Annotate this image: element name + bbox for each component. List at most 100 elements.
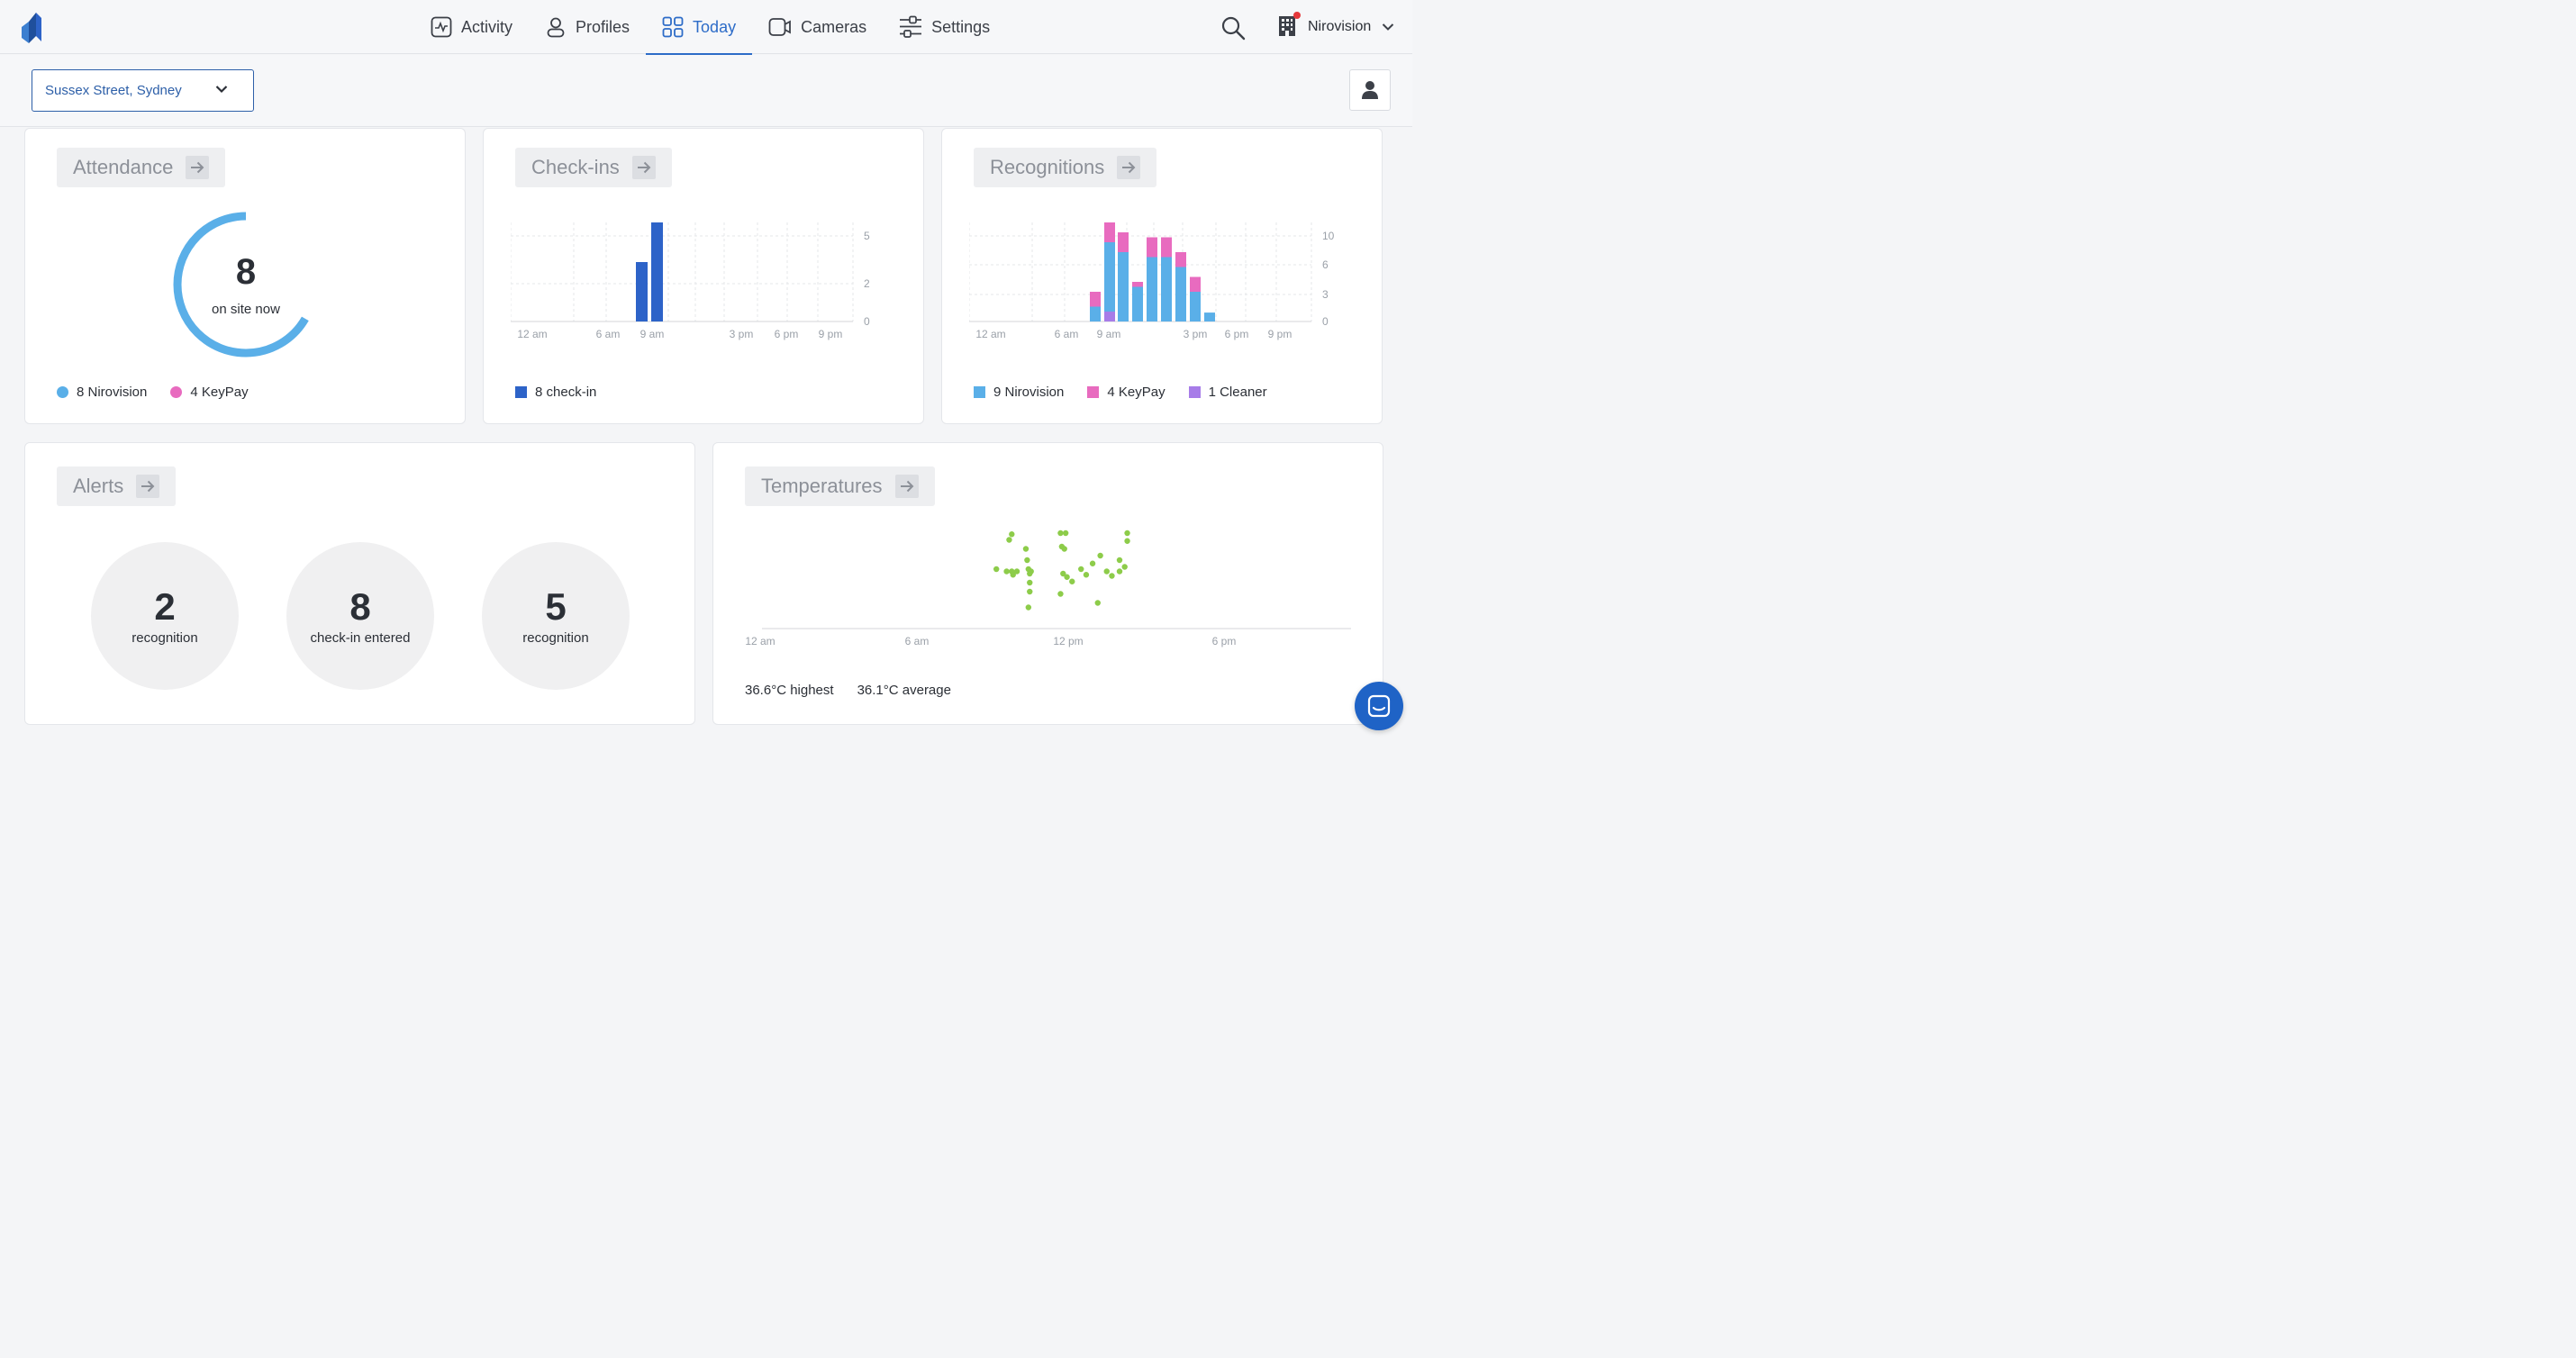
nav-activity-label: Activity <box>461 17 513 36</box>
temperature-average: 36.1°C average <box>857 683 951 698</box>
legend-swatch <box>57 386 68 398</box>
attendance-donut: 8 on site now <box>170 209 322 360</box>
y-tick-label: 0 <box>1322 315 1329 328</box>
temperature-point <box>1025 604 1032 611</box>
temperature-stats: 36.6°C highest 36.1°C average <box>745 683 975 698</box>
x-tick-label: 9 pm <box>1268 328 1293 340</box>
legend-item-checkin: 8 check-in <box>515 385 596 400</box>
search-icon[interactable] <box>1220 14 1247 41</box>
x-tick-label: 6 am <box>905 635 930 647</box>
chevron-down-icon <box>1383 23 1394 31</box>
recognitions-chart: 12 am 6 am 9 am 3 pm 6 pm 9 pm 10 6 3 0 <box>969 222 1335 340</box>
nav-today[interactable]: Today <box>646 0 753 55</box>
bar-nirovision <box>1190 292 1201 321</box>
bar-nirovision <box>1175 267 1186 321</box>
bar-nirovision <box>1161 257 1172 321</box>
alert-label: recognition <box>522 630 589 646</box>
user-profile-button[interactable] <box>1349 69 1391 111</box>
temperature-point <box>1116 568 1123 575</box>
legend-label: 9 Nirovision <box>993 385 1065 400</box>
x-tick-label: 6 pm <box>775 328 799 340</box>
organization-name: Nirovision <box>1308 19 1372 34</box>
x-tick-label: 12 pm <box>1053 635 1083 647</box>
bar-check-in <box>636 262 648 321</box>
bar-keypay <box>1190 276 1201 292</box>
legend-label: 4 KeyPay <box>190 385 249 400</box>
legend-item-nirovision: 9 Nirovision <box>974 385 1064 400</box>
nirovision-logo[interactable] <box>20 11 43 43</box>
temperature-point <box>1069 578 1075 584</box>
alert-recognition[interactable]: 2 recognition <box>91 542 239 690</box>
bar-keypay <box>1161 237 1172 258</box>
nav-activity[interactable]: Activity <box>414 0 529 54</box>
temperature-point <box>1124 538 1130 544</box>
attendance-count: 8 <box>235 252 257 292</box>
arrow-right-icon <box>894 475 919 498</box>
arrow-right-icon <box>631 156 656 179</box>
alert-label: check-in entered <box>310 630 411 646</box>
temperature-point <box>1083 572 1090 578</box>
donut-slice-nirovision <box>173 212 319 358</box>
temperature-point <box>1027 579 1033 586</box>
legend-item-cleaner: 1 Cleaner <box>1188 385 1267 400</box>
checkins-chart: 12 am 6 am 9 am 3 pm 6 pm 9 pm 5 2 0 <box>511 222 870 340</box>
legend-label: 8 check-in <box>535 385 597 400</box>
x-tick-label: 9 am <box>640 328 665 340</box>
chat-icon <box>1367 694 1391 718</box>
attendance-title-button[interactable]: Attendance <box>57 148 226 187</box>
y-tick-label: 2 <box>864 277 870 290</box>
temperature-point <box>1064 574 1070 580</box>
alert-value: 5 <box>545 585 567 628</box>
alert-value: 8 <box>349 585 371 628</box>
bar-keypay <box>1104 222 1115 242</box>
temperature-point <box>1027 588 1033 595</box>
legend-item-nirovision: 8 Nirovision <box>57 385 147 400</box>
x-tick-label: 6 am <box>1055 328 1079 340</box>
nav-cameras[interactable]: Cameras <box>752 0 883 54</box>
bar-cleaner <box>1104 312 1115 321</box>
location-select[interactable]: Sussex Street, Sydney <box>32 69 254 112</box>
location-select-value: Sussex Street, Sydney <box>45 83 182 98</box>
alerts-title-button[interactable]: Alerts <box>57 466 177 506</box>
alert-recognition[interactable]: 5 recognition <box>482 542 630 690</box>
temperature-point <box>1057 530 1064 537</box>
temperature-highest: 36.6°C highest <box>745 683 834 698</box>
alert-check-in-entered[interactable]: 8 check-in entered <box>286 542 434 690</box>
temperature-point <box>1057 591 1064 597</box>
chat-launcher-button[interactable] <box>1355 682 1403 730</box>
arrow-right-icon <box>186 156 210 179</box>
bar-keypay <box>1175 252 1186 267</box>
main-nav: Activity Profiles Today Cameras Settings <box>414 0 1006 55</box>
x-tick-label: 6 am <box>596 328 621 340</box>
y-tick-label: 0 <box>864 315 870 328</box>
temperature-point <box>993 566 1000 573</box>
arrow-right-icon <box>136 475 160 498</box>
legend-swatch <box>1087 386 1100 398</box>
temperatures-card: Temperatures 12 am 6 am 12 pm 6 pm 36.6°C h… <box>712 442 1383 725</box>
location-bar: Sussex Street, Sydney <box>0 55 1412 127</box>
chevron-down-icon <box>215 86 228 94</box>
legend-swatch <box>1188 386 1201 398</box>
x-tick-label: 6 pm <box>1225 328 1249 340</box>
organization-menu[interactable]: Nirovision <box>1277 11 1394 41</box>
checkins-title: Check-ins <box>531 156 620 178</box>
legend-label: 1 Cleaner <box>1208 385 1267 400</box>
temperatures-title-button[interactable]: Temperatures <box>745 466 935 506</box>
recognitions-title: Recognitions <box>990 156 1105 178</box>
temperature-point <box>1013 568 1020 575</box>
y-tick-label: 10 <box>1322 230 1335 242</box>
nav-cameras-label: Cameras <box>801 17 867 36</box>
top-navigation-bar: Activity Profiles Today Cameras Settings… <box>0 0 1412 55</box>
x-tick-label: 6 pm <box>1212 635 1237 647</box>
recognitions-card: Recognitions 12 am 6 am 9 am 3 pm 6 pm 9 pm 10… <box>941 128 1383 424</box>
temperature-point <box>1061 546 1067 552</box>
checkins-title-button[interactable]: Check-ins <box>515 148 672 187</box>
legend-label: 4 KeyPay <box>1107 385 1166 400</box>
recognitions-title-button[interactable]: Recognitions <box>974 148 1157 187</box>
temperature-point <box>1028 568 1034 575</box>
nav-settings[interactable]: Settings <box>883 0 1006 54</box>
nav-profiles[interactable]: Profiles <box>529 0 646 54</box>
temperatures-title: Temperatures <box>761 475 883 497</box>
x-tick-label: 3 pm <box>730 328 754 340</box>
alerts-title: Alerts <box>73 475 124 497</box>
